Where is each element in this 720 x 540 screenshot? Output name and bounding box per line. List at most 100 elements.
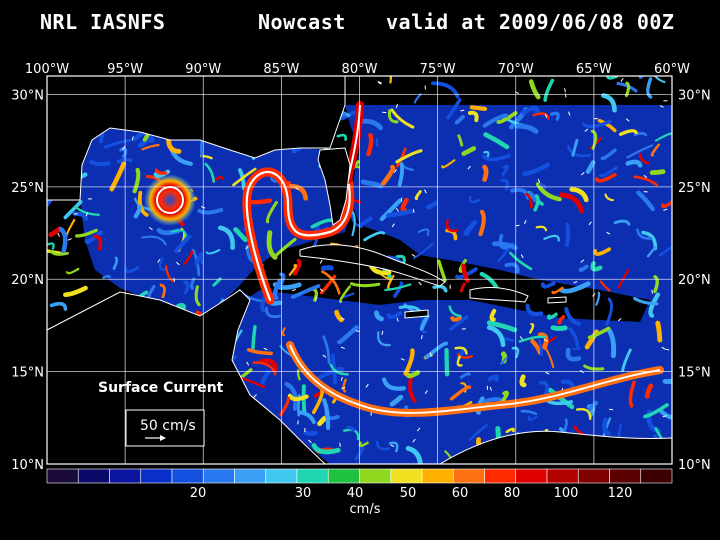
lat-labels-right: 30°N 25°N 20°N 15°N 10°N bbox=[678, 88, 711, 473]
current-streak bbox=[641, 230, 658, 251]
reference-vector-label: 50 cm/s bbox=[140, 418, 196, 434]
current-streak bbox=[217, 225, 235, 250]
velocity-arrow bbox=[391, 223, 395, 228]
current-streak bbox=[432, 284, 448, 293]
lat-labels-left: 30°N 25°N 20°N 15°N 10°N bbox=[11, 88, 44, 473]
current-streak bbox=[437, 259, 447, 282]
current-streak bbox=[66, 267, 80, 275]
current-streak bbox=[358, 216, 373, 226]
current-streak bbox=[252, 361, 277, 376]
velocity-arrow bbox=[580, 172, 585, 176]
current-streak bbox=[487, 374, 500, 382]
current-streak bbox=[212, 277, 222, 287]
velocity-arrow bbox=[393, 169, 397, 173]
current-streak bbox=[661, 200, 672, 209]
colorbar-swatch bbox=[609, 468, 642, 484]
current-streak bbox=[636, 228, 653, 240]
current-streak bbox=[458, 258, 467, 273]
current-streak bbox=[509, 251, 533, 271]
current-streak bbox=[343, 428, 360, 441]
velocity-arrow bbox=[390, 444, 395, 448]
field-label: Surface Current bbox=[98, 380, 224, 396]
velocity-arrow bbox=[418, 281, 422, 286]
current-streak bbox=[501, 164, 509, 177]
velocity-arrow bbox=[400, 358, 405, 361]
current-streak bbox=[58, 226, 68, 254]
warm-core-eddy bbox=[144, 174, 196, 226]
current-streak bbox=[625, 159, 643, 168]
current-streak bbox=[239, 376, 266, 389]
current-streak bbox=[376, 331, 391, 347]
colorbar-swatch bbox=[109, 468, 142, 484]
velocity-arrow bbox=[625, 118, 630, 122]
velocity-arrow bbox=[319, 259, 323, 264]
velocity-arrow bbox=[520, 254, 524, 259]
current-streak bbox=[550, 325, 568, 331]
velocity-arrow bbox=[395, 207, 399, 212]
current-streak bbox=[395, 254, 406, 264]
current-streak bbox=[633, 296, 659, 306]
current-streak bbox=[164, 265, 174, 283]
current-streak bbox=[374, 310, 384, 322]
current-streak bbox=[349, 282, 381, 288]
current-streak bbox=[112, 256, 118, 270]
colorbar-tick-label: 20 bbox=[190, 486, 207, 501]
current-streak bbox=[653, 274, 659, 294]
lat-label: 10°N bbox=[11, 458, 44, 473]
current-streak bbox=[538, 339, 543, 357]
current-streak bbox=[149, 76, 155, 80]
current-streak bbox=[272, 237, 297, 259]
colorbar-tick-label: 50 bbox=[400, 486, 417, 501]
current-streak bbox=[448, 305, 462, 318]
current-streak bbox=[638, 76, 645, 79]
current-streak bbox=[457, 353, 474, 359]
velocity-arrow bbox=[355, 330, 360, 332]
current-streak bbox=[528, 79, 541, 100]
colorbar-unit: cm/s bbox=[350, 502, 381, 517]
current-streak bbox=[454, 114, 465, 125]
current-streak bbox=[413, 93, 422, 104]
current-streak bbox=[287, 393, 309, 402]
current-streak bbox=[400, 197, 409, 213]
current-streak bbox=[454, 346, 468, 355]
lat-label: 20°N bbox=[678, 273, 711, 288]
current-streak bbox=[500, 390, 509, 404]
current-streak bbox=[543, 78, 555, 102]
velocity-arrow bbox=[297, 420, 299, 425]
velocity-arrow bbox=[341, 386, 346, 390]
current-streak bbox=[133, 204, 142, 219]
current-streak bbox=[176, 303, 186, 311]
current-streak bbox=[504, 262, 520, 274]
current-streak bbox=[174, 234, 192, 254]
current-streak bbox=[63, 285, 88, 298]
colorbar-tick-label: 40 bbox=[347, 486, 364, 501]
loop-current-core bbox=[245, 170, 351, 302]
current-streak bbox=[346, 425, 356, 432]
velocity-arrow bbox=[295, 186, 299, 191]
current-streak bbox=[644, 383, 654, 399]
current-streak bbox=[417, 228, 430, 236]
velocity-arrow bbox=[381, 330, 384, 335]
velocity-arrow bbox=[606, 231, 611, 235]
current-streak bbox=[381, 377, 407, 391]
current-streak bbox=[499, 356, 508, 365]
current-streak bbox=[116, 157, 133, 164]
current-streak bbox=[354, 445, 365, 461]
velocity-arrow bbox=[620, 78, 624, 82]
velocity-arrow bbox=[245, 245, 249, 250]
lat-label: 15°N bbox=[11, 366, 44, 381]
current-streak bbox=[341, 292, 355, 299]
current-streak bbox=[396, 147, 407, 168]
reference-vector-box bbox=[125, 409, 205, 447]
reference-vector-arrowhead bbox=[160, 435, 166, 441]
current-streak bbox=[593, 247, 612, 256]
velocity-arrow bbox=[544, 113, 548, 118]
current-streak bbox=[539, 182, 547, 190]
current-streak bbox=[547, 312, 558, 320]
colorbar-tick-label: 30 bbox=[295, 486, 312, 501]
current-streak bbox=[159, 283, 166, 299]
map-border bbox=[46, 75, 673, 465]
lon-label: 75°W bbox=[420, 62, 456, 77]
current-streak bbox=[390, 108, 415, 129]
colorbar-swatch bbox=[640, 468, 673, 484]
